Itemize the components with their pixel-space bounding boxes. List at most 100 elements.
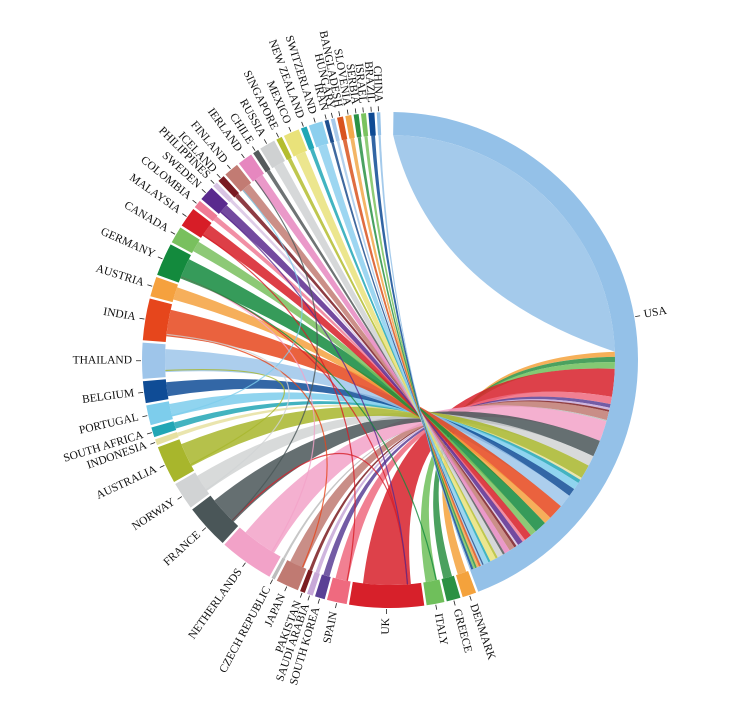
chord-ribbons bbox=[165, 135, 616, 585]
tick-south-africa bbox=[146, 432, 152, 435]
arc-serbia bbox=[353, 113, 362, 138]
arc-canada bbox=[171, 227, 200, 254]
tick-germany bbox=[157, 256, 163, 260]
arc-philippines bbox=[213, 182, 233, 203]
tick-philippines bbox=[210, 179, 215, 184]
label-italy: ITALY bbox=[432, 612, 450, 647]
tick-hungary bbox=[330, 112, 333, 118]
label-austria: AUSTRIA bbox=[94, 263, 146, 289]
tick-russia bbox=[263, 139, 268, 144]
ribbon-usa-australia bbox=[181, 406, 589, 478]
arc-singapore bbox=[276, 136, 292, 161]
arc-bangladesh bbox=[337, 116, 348, 141]
tick-south-korea bbox=[317, 598, 320, 604]
crosslink-3 bbox=[165, 368, 285, 466]
arc-greece bbox=[441, 575, 461, 602]
ribbon-usa-netherlands bbox=[245, 405, 607, 553]
ribbon-usa-germany bbox=[180, 259, 546, 532]
arc-mexico bbox=[283, 129, 308, 157]
arc-china bbox=[376, 112, 382, 136]
arc-new-zealand bbox=[300, 126, 315, 151]
arc-south-korea bbox=[315, 574, 331, 600]
ribbon-usa-chile bbox=[266, 169, 505, 555]
label-netherlands: NETHERLANDS bbox=[186, 566, 244, 641]
label-spain: SPAIN bbox=[321, 610, 340, 645]
ribbon-usa-self bbox=[393, 135, 615, 352]
tick-norway bbox=[177, 496, 183, 500]
label-brazil: BRAZIL bbox=[362, 61, 377, 103]
arc-austria bbox=[150, 276, 178, 303]
arc-italy bbox=[423, 579, 445, 606]
arc-russia bbox=[260, 140, 285, 169]
ribbon-usa-new-zealand bbox=[309, 148, 491, 563]
label-germany: GERMANY bbox=[99, 226, 158, 261]
tick-france bbox=[201, 527, 207, 532]
tick-singapore bbox=[275, 132, 279, 138]
ribbon-usa-mexico bbox=[295, 151, 496, 562]
arc-hungary bbox=[330, 118, 340, 142]
tick-czech-republic bbox=[269, 579, 273, 585]
arc-india bbox=[142, 298, 173, 343]
arc-finland bbox=[225, 164, 252, 192]
label-israel: ISRAEL bbox=[352, 63, 368, 104]
arc-netherlands bbox=[224, 527, 281, 577]
arc-south-africa bbox=[151, 421, 177, 438]
label-thailand: THAILAND bbox=[73, 354, 132, 366]
tick-canada bbox=[170, 231, 176, 235]
arc-germany bbox=[157, 244, 191, 283]
tick-belgium bbox=[138, 391, 144, 394]
crosslink-8 bbox=[231, 179, 318, 521]
tick-portugal bbox=[142, 415, 148, 418]
label-denmark: DENMARK bbox=[467, 602, 497, 662]
tick-ierland bbox=[241, 153, 245, 159]
arc-belgium bbox=[142, 379, 169, 404]
arc-usa bbox=[393, 112, 638, 592]
ribbon-usa-denmark bbox=[442, 351, 615, 575]
arc-spain bbox=[326, 577, 351, 605]
arc-japan bbox=[276, 560, 307, 591]
crosslink-6 bbox=[202, 234, 356, 581]
arc-israel bbox=[360, 113, 369, 137]
label-norway: NORWAY bbox=[130, 496, 178, 533]
arc-czech-republic bbox=[271, 557, 286, 580]
label-usa: USA bbox=[643, 305, 668, 321]
ribbon-usa-switzerland bbox=[318, 144, 489, 565]
country-arcs bbox=[142, 112, 638, 609]
ribbon-usa-portugal bbox=[169, 392, 579, 490]
ribbon-usa-malaysia bbox=[202, 225, 531, 540]
tick-iran bbox=[324, 114, 327, 120]
arc-malaysia bbox=[181, 208, 212, 238]
tick-bangladesh bbox=[338, 111, 341, 117]
label-uk: UK bbox=[380, 617, 392, 634]
tick-pakistan bbox=[299, 592, 303, 598]
label-belgium: BELGIUM bbox=[81, 387, 135, 406]
arc-portugal bbox=[146, 401, 173, 426]
ribbon-usa-belgium bbox=[166, 378, 575, 496]
tick-new-zealand bbox=[301, 121, 304, 127]
label-france: FRANCE bbox=[161, 529, 203, 568]
ribbon-usa-france bbox=[214, 411, 600, 522]
tick-malaysia bbox=[182, 213, 187, 217]
arc-uk bbox=[348, 581, 425, 609]
tick-slovenia bbox=[346, 109, 349, 115]
label-australia: AUSTRALIA bbox=[95, 463, 160, 502]
tick-italy bbox=[435, 604, 438, 610]
ribbon-usa-singapore bbox=[287, 157, 498, 559]
tick-mexico bbox=[288, 126, 292, 132]
tick-saudi-arabia bbox=[307, 595, 310, 601]
ribbon-usa-austria bbox=[173, 287, 551, 524]
tick-colombia bbox=[192, 199, 197, 204]
arc-australia bbox=[157, 439, 195, 482]
tick-india bbox=[139, 317, 145, 320]
arc-iceland bbox=[218, 176, 240, 198]
tick-greece bbox=[453, 600, 456, 606]
tick-usa bbox=[635, 315, 641, 318]
crosslink-7 bbox=[171, 189, 303, 417]
ribbon-usa-india bbox=[166, 309, 561, 518]
tick-iceland bbox=[216, 173, 221, 179]
tick-indonesia bbox=[150, 442, 156, 445]
crosslink-9 bbox=[180, 276, 437, 581]
crosslink-10 bbox=[166, 333, 290, 491]
ribbon-usa-ierland bbox=[254, 174, 510, 554]
ribbon-usa-russia bbox=[274, 162, 503, 558]
